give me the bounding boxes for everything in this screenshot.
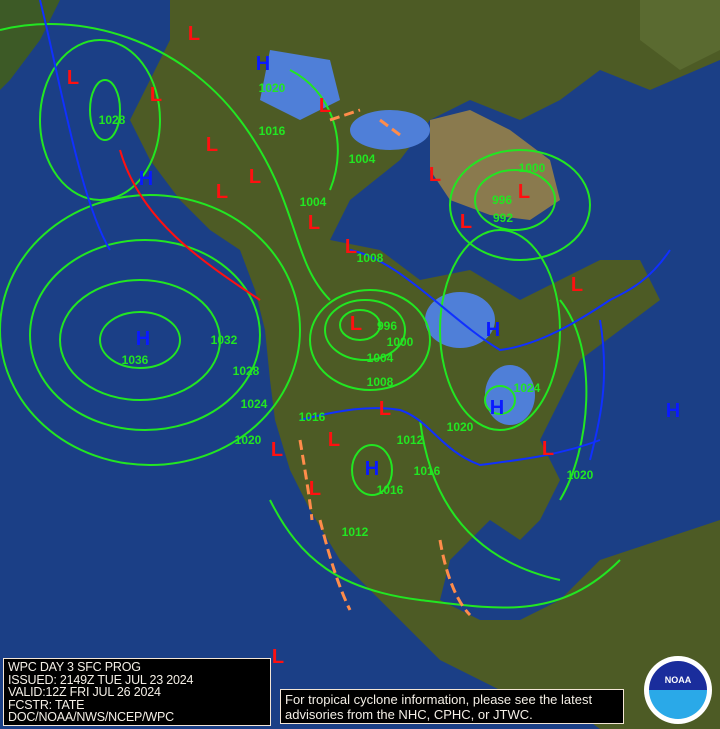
isobar-label: 1020 [259,81,286,95]
isobar-label: 1020 [447,420,474,434]
noaa-logo-text: NOAA [664,675,692,685]
low-pressure-center: L [379,398,391,420]
isobar-label: 1016 [377,483,404,497]
low-pressure-center: L [150,84,162,106]
isobar-label: 1004 [367,351,394,365]
low-pressure-center: L [249,166,261,188]
isobar-label: 1024 [514,381,541,395]
high-pressure-center: H [490,397,504,419]
fronts [39,0,671,467]
low-pressure-center: L [272,646,284,668]
high-pressure-center: H [365,458,379,480]
low-pressure-center: L [542,438,554,460]
high-pressure-center: H [256,53,270,75]
isobar-label: 1012 [397,433,424,447]
agency: DOC/NOAA/NWS/NCEP/WPC [8,710,174,724]
isobar-label: 1008 [367,375,394,389]
isobars [0,23,621,609]
isobar-label: 1020 [235,433,262,447]
isobar-label: 1016 [259,124,286,138]
isobar-labels: 1020 1016 1028 1004 1004 1008 1000 996 992 996 100… [99,81,594,539]
low-pressure-center: L [328,429,340,451]
isobar-label: 1032 [211,333,238,347]
low-pressure-center: L [571,274,583,296]
low-pressure-center: L [350,313,362,335]
isobar-label: 1024 [241,397,268,411]
isobar-label: 1000 [387,335,414,349]
low-pressure-center: L [429,164,441,186]
low-pressure-center: L [206,134,218,156]
troughs [298,108,472,617]
isobar-label: 1016 [414,464,441,478]
low-pressure-center: L [308,212,320,234]
issued-time: ISSUED: 2149Z TUE JUL 23 2024 [8,672,194,687]
low-pressure-center: L [460,211,472,233]
isobar-label: 1004 [300,195,327,209]
valid-time: VALID:12Z FRI JUL 26 2024 [8,685,161,699]
forecaster: FCSTR: TATE [8,697,85,712]
isobar-label: 996 [492,193,512,207]
isobar-label: 1000 [519,161,546,175]
low-pressure-center: L [67,67,79,89]
isobar-label: 1020 [567,468,594,482]
notice-line-2: advisories from the NHC, CPHC, or JTWC. [285,707,533,722]
isobar-label: 1012 [342,525,369,539]
info-box: WPC DAY 3 SFC PROG ISSUED: 2149Z TUE JUL… [3,658,271,726]
isobar-label: 1008 [357,251,384,265]
isobar-label: 1004 [349,152,376,166]
notice-line-1: For tropical cyclone information, please… [285,692,593,707]
isobar-label: 1028 [99,113,126,127]
low-pressure-center: L [216,181,228,203]
high-pressure-center: H [666,400,680,422]
high-pressure-center: H [139,168,153,190]
low-pressure-center: L [309,478,321,500]
isobar-label: 1036 [122,353,149,367]
tropical-notice: For tropical cyclone information, please… [280,689,624,724]
product-title: WPC DAY 3 SFC PROG [8,660,141,674]
low-pressure-center: L [319,95,331,117]
high-pressure-center: H [486,319,500,341]
low-pressure-center: L [271,439,283,461]
isobar-label: 992 [493,211,513,225]
low-pressure-center: L [518,181,530,203]
high-pressure-center: H [136,328,150,350]
low-pressure-center: L [345,236,357,258]
isobar-label: 1028 [233,364,260,378]
isobar-label: 1016 [299,410,326,424]
noaa-logo: NOAA [644,656,712,724]
low-pressure-center: L [188,23,200,45]
isobar-label: 996 [377,319,397,333]
